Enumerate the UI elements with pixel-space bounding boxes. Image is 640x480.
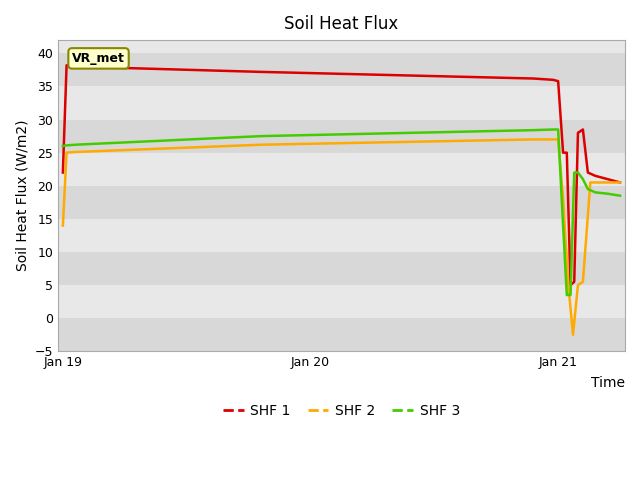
SHF 3 [604, 191, 611, 197]
SHF 1 [616, 180, 624, 185]
Title: Soil Heat Flux: Soil Heat Flux [284, 15, 399, 33]
SHF 2 [257, 142, 265, 148]
SHF 2 [564, 279, 572, 285]
SHF 3 [574, 169, 582, 175]
SHF 1 [579, 127, 587, 132]
SHF 1 [584, 169, 592, 175]
SHF 3 [72, 142, 79, 148]
Text: Time: Time [591, 376, 625, 390]
SHF 2 [586, 180, 594, 185]
SHF 1 [604, 176, 611, 182]
SHF 3 [549, 127, 557, 132]
SHF 3 [257, 133, 265, 139]
SHF 2 [596, 180, 604, 185]
SHF 3 [566, 292, 574, 298]
Line: SHF 1: SHF 1 [63, 65, 620, 285]
SHF 1 [570, 279, 578, 285]
SHF 3 [554, 127, 562, 132]
Bar [58, 219, 625, 252]
SHF 2 [59, 223, 67, 228]
SHF 3 [584, 186, 592, 192]
SHF 2 [569, 332, 577, 337]
Bar [58, 86, 625, 120]
SHF 2 [63, 150, 70, 156]
SHF 3 [59, 143, 67, 149]
SHF 1 [591, 173, 599, 179]
SHF 2 [554, 136, 562, 142]
Y-axis label: Soil Heat Flux (W/m2): Soil Heat Flux (W/m2) [15, 120, 29, 272]
SHF 2 [574, 282, 582, 288]
SHF 3 [616, 193, 624, 199]
Bar [58, 53, 625, 86]
SHF 2 [559, 196, 567, 202]
SHF 1 [554, 78, 562, 84]
SHF 1 [566, 282, 574, 288]
SHF 2 [72, 149, 79, 155]
Bar [58, 120, 625, 153]
SHF 3 [559, 223, 567, 228]
SHF 1 [529, 76, 537, 82]
SHF 1 [559, 150, 567, 156]
Bar [58, 153, 625, 186]
SHF 1 [549, 77, 557, 83]
Bar [58, 318, 625, 351]
SHF 3 [570, 169, 578, 175]
Text: VR_met: VR_met [72, 52, 125, 65]
Line: SHF 3: SHF 3 [63, 130, 620, 295]
SHF 2 [616, 180, 624, 185]
SHF 2 [549, 136, 557, 142]
SHF 3 [591, 190, 599, 195]
SHF 2 [604, 180, 611, 185]
SHF 1 [72, 64, 79, 70]
Bar [58, 285, 625, 318]
SHF 1 [59, 169, 67, 175]
SHF 3 [63, 143, 70, 148]
SHF 3 [579, 176, 587, 182]
Bar [58, 186, 625, 219]
SHF 1 [257, 69, 265, 75]
SHF 1 [574, 130, 582, 136]
SHF 1 [63, 62, 70, 68]
Bar [58, 252, 625, 285]
SHF 3 [529, 127, 537, 133]
SHF 2 [529, 136, 537, 142]
SHF 3 [563, 292, 571, 298]
Line: SHF 2: SHF 2 [63, 139, 620, 335]
SHF 1 [563, 150, 571, 156]
Legend: SHF 1, SHF 2, SHF 3: SHF 1, SHF 2, SHF 3 [217, 399, 466, 424]
SHF 2 [579, 279, 587, 285]
